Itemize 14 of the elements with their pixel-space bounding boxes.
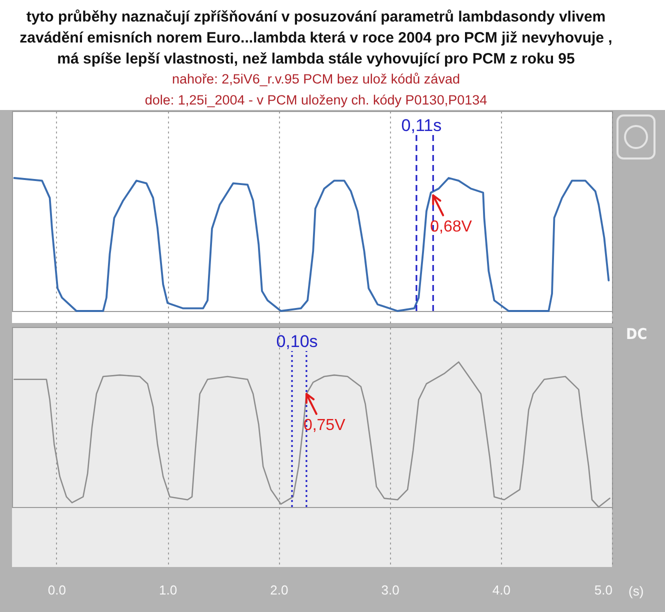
- x-tick-label: 1.0: [159, 582, 178, 598]
- x-tick-label: 3.0: [381, 582, 400, 598]
- ref-line-label: 0,11s: [401, 116, 442, 135]
- x-tick-label: 2.0: [270, 582, 288, 598]
- ref-line-label: 0,10s: [276, 332, 318, 351]
- x-tick-label: 4.0: [492, 582, 510, 598]
- x-axis-title: (s): [628, 584, 644, 598]
- x-tick-label: 0.0: [48, 582, 66, 598]
- annotation: 0,75V: [303, 416, 346, 434]
- chart-subtitle: nahoře: 2,5iV6_r.v.95 PCM bez ulož kódů závad dole: 1,25i_2004 - v PCM uloženy ch. kódy P0130,P0134: [144, 72, 488, 108]
- text: DC: [626, 325, 648, 343]
- chart-title: tyto průběhy naznačují zpříšňování v posuzování parametrů lambdasondy vlivem zavádění emisních norem Euro...lambda která v roce 2004 pro PCM již nevyhovuje , má spíše lepší vlastnosti, než lambda stále vyhovující pro PCM z roku 95: [20, 8, 612, 68]
- x-tick-label: 5.0: [594, 582, 612, 598]
- annotation: 0,68V: [430, 218, 472, 236]
